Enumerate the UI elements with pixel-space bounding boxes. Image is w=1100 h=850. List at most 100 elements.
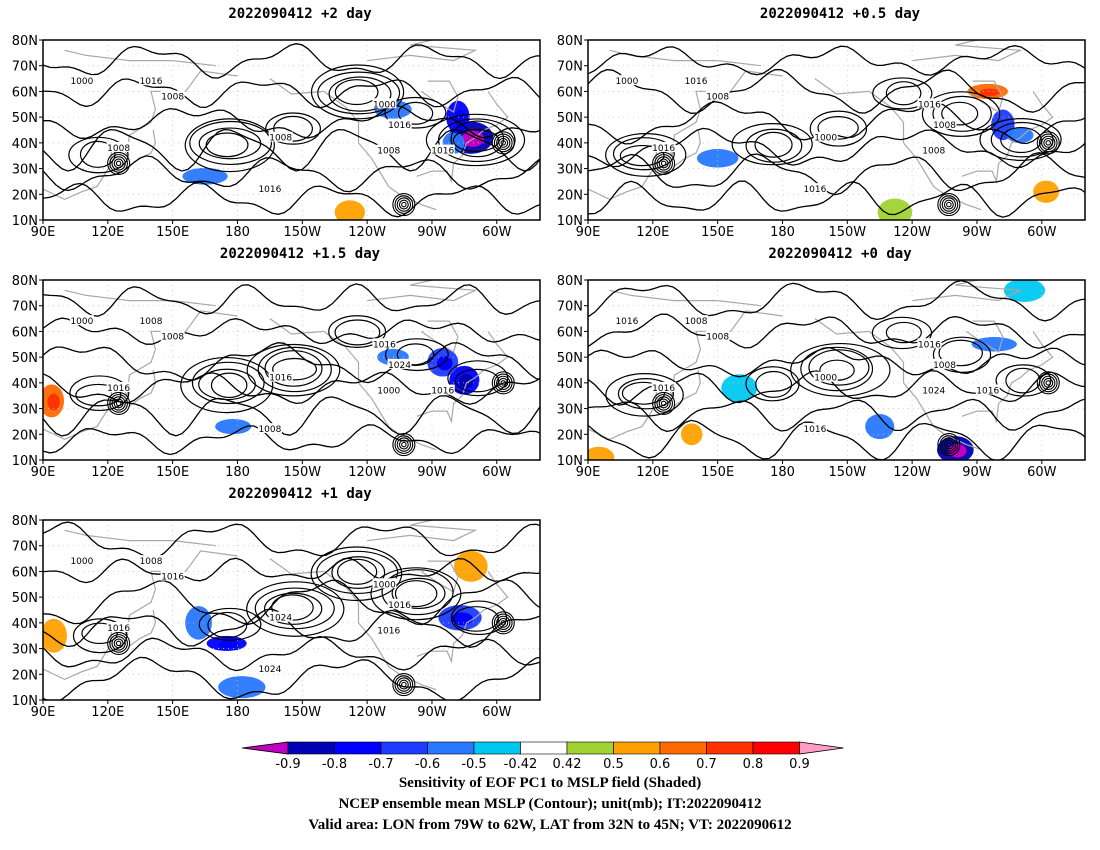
contour-label: 1000 xyxy=(70,77,93,87)
lat-tick-label: 70N xyxy=(557,300,583,315)
contour-label-bg xyxy=(387,118,412,129)
contour-label-bg xyxy=(257,183,282,194)
cyclone-contour xyxy=(496,135,511,151)
contour-label: 1016 xyxy=(431,147,454,157)
closed-contour xyxy=(334,319,381,346)
closed-contour xyxy=(1000,126,1042,154)
lat-tick-label: 40N xyxy=(557,137,583,152)
colorbar-arrow-right xyxy=(799,741,844,755)
cyclone-contour xyxy=(652,151,676,175)
sensitivity-blob xyxy=(680,423,703,446)
contour-label-bg xyxy=(921,384,946,395)
closed-contour xyxy=(246,581,345,637)
contour-label: 1008 xyxy=(161,93,184,103)
lat-tick-label: 60N xyxy=(557,85,583,100)
isobar-contour xyxy=(588,180,1085,218)
isobar-contour xyxy=(43,424,540,456)
cyclone-contour xyxy=(1036,371,1060,395)
isobar-contour xyxy=(588,346,1085,378)
lat-tick-label: 50N xyxy=(557,111,583,126)
cyclone-contour xyxy=(652,391,676,415)
contour-label-bg xyxy=(69,315,94,326)
lat-tick-label: 30N xyxy=(12,643,38,658)
coastline xyxy=(961,91,1054,184)
cyclone-contour xyxy=(1043,137,1054,148)
lon-tick-label: 90W xyxy=(417,705,447,720)
plot-frame xyxy=(42,519,541,701)
coastline xyxy=(416,571,509,664)
lat-tick-label: 70N xyxy=(12,300,38,315)
contour-label-bg xyxy=(932,358,957,369)
cyclone-contour xyxy=(498,617,509,628)
map-plot: 1000 1008 1008 1016 1016 1024 1016 1000 1008 1016… xyxy=(12,274,541,480)
lat-tick-label: 80N xyxy=(12,34,38,49)
closed-contour xyxy=(331,556,386,590)
cyclone-contour xyxy=(113,638,124,649)
panel-title: 2022090412 +1.5 day xyxy=(219,246,381,262)
coastline xyxy=(416,331,509,424)
contour-label-bg xyxy=(376,384,401,395)
contour-label-bg xyxy=(372,338,397,349)
lat-tick-label: 40N xyxy=(12,617,38,632)
colorbar-label: -0.5 xyxy=(461,757,486,772)
colorbar-label: -0.7 xyxy=(368,757,393,772)
lon-tick-label: 120E xyxy=(91,225,124,240)
isobar-contour xyxy=(43,128,540,172)
closed-contour xyxy=(790,342,891,397)
closed-contour xyxy=(754,131,793,158)
lon-tick-label: 60W xyxy=(482,705,512,720)
colorbar-segment xyxy=(380,741,428,755)
cyclone-contour xyxy=(937,433,961,457)
contour-label: 1016 xyxy=(803,425,826,435)
lat-tick-label: 10N xyxy=(12,694,38,709)
cyclone-contour xyxy=(392,193,416,217)
lon-tick-label: 90W xyxy=(417,225,447,240)
colorbar-segment xyxy=(520,741,568,755)
contour-label-bg xyxy=(684,315,709,326)
map-plot: 1000 1016 1008 1016 1024 1016 1000 1016 1024 10N 2… xyxy=(12,514,541,720)
cyclone-contour xyxy=(115,400,122,407)
lat-tick-label: 30N xyxy=(557,403,583,418)
lat-tick-label: 70N xyxy=(12,540,38,555)
cyclone-contour xyxy=(107,631,131,655)
lat-tick-label: 10N xyxy=(557,214,583,229)
contour-label: 1016 xyxy=(388,601,411,611)
closed-contour xyxy=(450,600,508,636)
contour-label: 1016 xyxy=(161,573,184,583)
lon-tick-label: 150W xyxy=(828,225,866,240)
lon-tick-label: 180 xyxy=(770,465,795,480)
closed-contour xyxy=(885,321,922,344)
lat-tick-label: 80N xyxy=(12,514,38,529)
cyclone-contour xyxy=(107,151,131,175)
cyclone-contour xyxy=(491,611,515,635)
colorbar-label: -0.8 xyxy=(322,757,347,772)
contour-label: 1016 xyxy=(615,317,638,327)
contour-label: 1016 xyxy=(269,374,292,384)
lon-tick-label: 120E xyxy=(91,465,124,480)
closed-contour xyxy=(800,346,874,392)
isobar-contour xyxy=(588,419,1085,460)
contour-label: 1008 xyxy=(258,425,281,435)
contour-label-bg xyxy=(257,663,282,674)
lat-tick-label: 20N xyxy=(12,188,38,203)
isobar-contour xyxy=(43,635,540,672)
coastline xyxy=(674,129,702,167)
sensitivity-core xyxy=(47,393,60,411)
lon-tick-label: 120W xyxy=(348,705,386,720)
cyclone-contour xyxy=(654,394,673,413)
cyclone-contour xyxy=(491,131,515,155)
colorbar-segment xyxy=(334,741,382,755)
closed-contour xyxy=(207,611,248,639)
contour-label: 1008 xyxy=(922,147,945,157)
contour-label-bg xyxy=(802,423,827,434)
cyclone-contour xyxy=(943,439,954,450)
lat-tick-label: 80N xyxy=(12,274,38,289)
cyclone-contour xyxy=(398,199,409,210)
plot-frame xyxy=(587,279,1086,461)
colorbar-segment xyxy=(613,741,661,755)
closed-contour xyxy=(872,77,933,110)
panel-title: 2022090412 +0 day xyxy=(768,246,912,262)
contour-label-bg xyxy=(268,131,293,142)
cyclone-contour xyxy=(654,154,673,173)
lon-tick-label: 150E xyxy=(701,465,734,480)
